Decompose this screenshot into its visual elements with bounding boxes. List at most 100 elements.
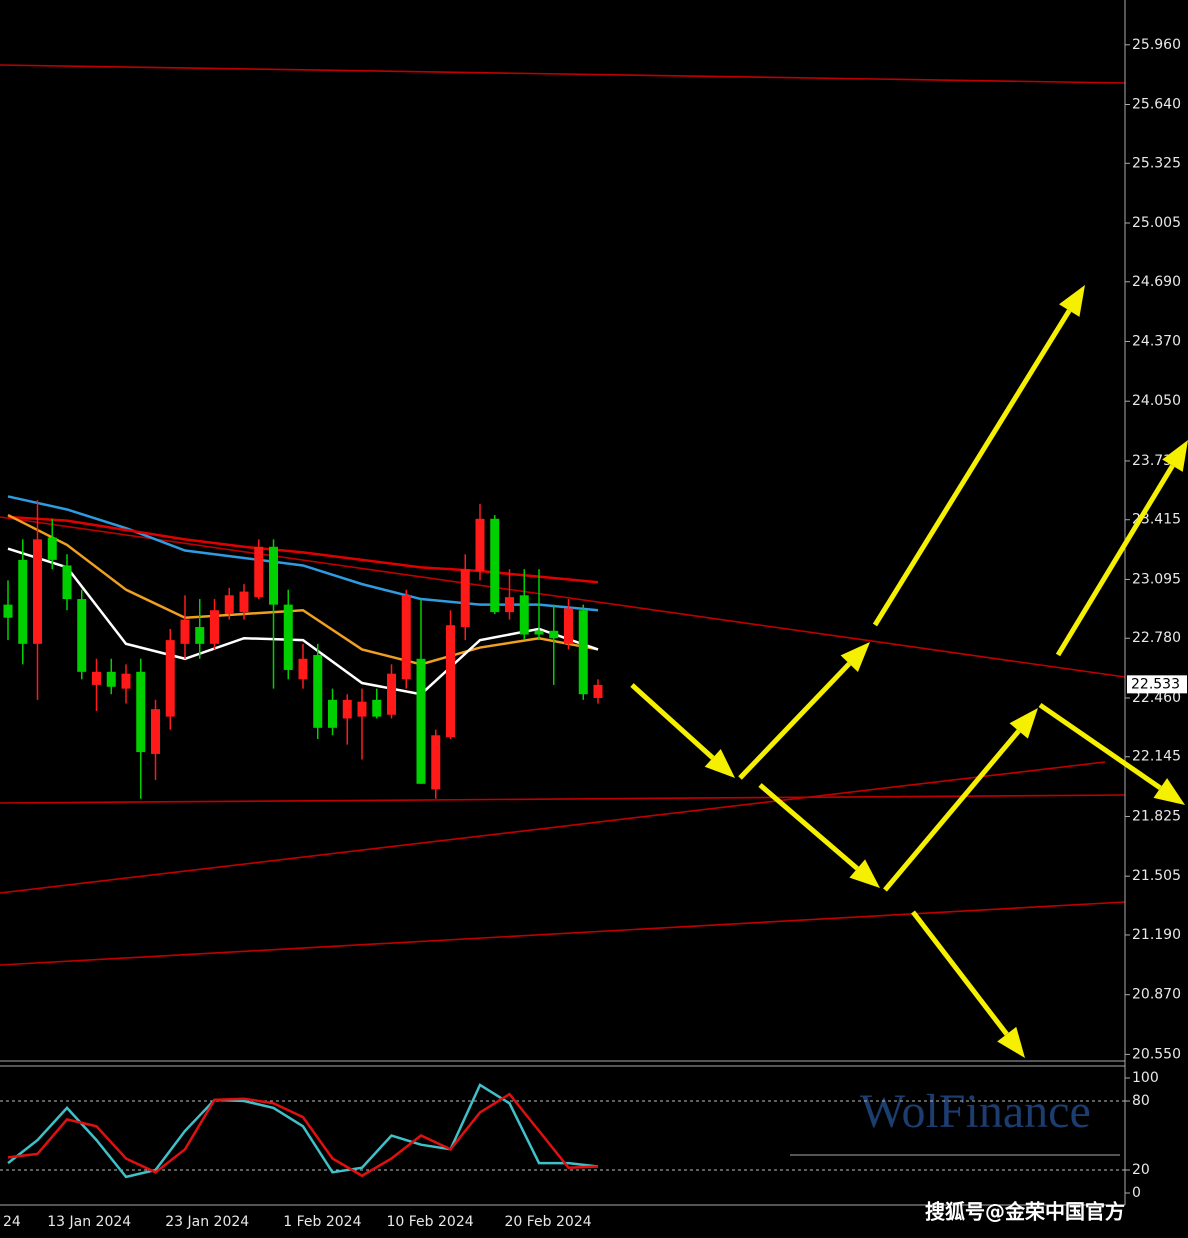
candle-body — [564, 608, 573, 644]
y-tick-label: 22.780 — [1132, 630, 1181, 646]
candle-body — [505, 597, 514, 613]
candle-body — [416, 658, 426, 784]
candle-body — [224, 595, 234, 614]
moving-average — [7, 515, 599, 584]
candle-body — [490, 518, 500, 613]
trendline — [0, 761, 1106, 894]
y-tick-label: 24.690 — [1132, 274, 1181, 290]
oscillator-line — [7, 1092, 599, 1178]
moving-average — [7, 547, 599, 696]
arrow-head — [704, 748, 735, 778]
candle-body — [460, 569, 470, 628]
candle-body — [151, 709, 160, 754]
arrow-shaft — [911, 910, 1009, 1036]
candle-body — [534, 630, 544, 635]
candle-body — [578, 610, 588, 695]
x-tick-label: 10 Feb 2024 — [387, 1214, 474, 1230]
arrow-shaft — [872, 309, 1072, 627]
trendline — [0, 794, 1126, 804]
x-tick-label: 1 Feb 2024 — [283, 1214, 361, 1230]
arrow-head — [1162, 440, 1188, 472]
candle-body — [342, 699, 352, 719]
y-tick-label: 80 — [1132, 1093, 1150, 1109]
candle-body — [313, 655, 323, 728]
candle-body — [210, 610, 219, 644]
y-tick-label: 21.505 — [1132, 868, 1181, 884]
y-tick-label: 20.550 — [1132, 1046, 1181, 1062]
trendline — [0, 901, 1126, 966]
candle-body — [401, 595, 411, 680]
candle-body — [475, 518, 485, 572]
candle-body — [195, 627, 205, 644]
y-tick-label: 22.460 — [1132, 690, 1181, 706]
candle-body — [136, 671, 146, 753]
candle-body — [77, 599, 87, 672]
x-tick-label: 13 Jan 2024 — [47, 1214, 131, 1230]
candle-body — [62, 565, 72, 600]
arrow-head — [849, 859, 880, 888]
arrow-shaft — [738, 661, 852, 780]
candle-body — [357, 701, 367, 717]
y-tick-label: 100 — [1132, 1070, 1159, 1086]
x-tick-label: 23 Jan 2024 — [165, 1214, 249, 1230]
price-box — [1127, 675, 1187, 694]
arrow-shaft — [630, 683, 715, 760]
y-tick-label: 21.825 — [1132, 808, 1181, 824]
candle-body — [298, 658, 308, 680]
candle-body — [18, 559, 28, 644]
source-label: 搜狐号@金荣中国官方 — [925, 1200, 1125, 1224]
candle-body — [165, 640, 175, 717]
candle-body — [519, 595, 529, 635]
arrow-shaft — [1038, 702, 1162, 791]
trendline — [0, 516, 1126, 678]
current-price: 22.533 — [1131, 676, 1180, 692]
y-tick-label: 23.095 — [1132, 571, 1181, 587]
arrow-head — [840, 642, 870, 672]
candle-body — [239, 591, 249, 613]
y-tick-label: 22.145 — [1132, 749, 1181, 765]
candle-body — [254, 546, 264, 598]
candle-body — [593, 684, 603, 698]
arrow-head — [997, 1026, 1025, 1058]
candle-body — [549, 630, 559, 639]
arrow-head — [1009, 708, 1038, 739]
candle-body — [387, 673, 396, 715]
candle-body — [92, 671, 101, 685]
moving-average — [7, 513, 599, 666]
oscillator-line — [7, 1083, 599, 1179]
y-tick-label: 25.005 — [1132, 215, 1181, 231]
moving-average — [7, 495, 599, 612]
arrow-shaft — [883, 729, 1021, 892]
y-tick-label: 21.190 — [1132, 927, 1181, 943]
y-tick-label: 25.325 — [1132, 155, 1181, 171]
y-tick-label: 20.870 — [1132, 987, 1181, 1003]
y-tick-label: 24.370 — [1132, 334, 1181, 350]
x-tick-label: 24 — [3, 1214, 21, 1230]
candle-body — [431, 735, 441, 790]
arrow-shaft — [758, 783, 859, 871]
y-tick-label: 24.050 — [1132, 393, 1181, 409]
drawings — [0, 64, 1126, 966]
watermark: WolFinance — [860, 1085, 1091, 1138]
arrow-shaft — [1055, 464, 1175, 657]
trendline — [0, 64, 1126, 84]
candle-body — [446, 625, 455, 738]
candle-body — [269, 546, 278, 605]
y-tick-label: 25.960 — [1132, 37, 1181, 53]
candle-body — [3, 604, 13, 618]
candle-body — [121, 673, 131, 689]
arrow-head — [1059, 285, 1085, 317]
y-tick-label: 20 — [1132, 1162, 1150, 1178]
candle-body — [283, 604, 293, 670]
candle-body — [372, 699, 382, 717]
candle-body — [106, 671, 116, 687]
candle-body — [33, 539, 42, 644]
candle-body — [328, 699, 337, 728]
candle-body — [47, 537, 57, 560]
y-tick-label: 25.640 — [1132, 97, 1181, 113]
y-tick-label: 0 — [1132, 1185, 1141, 1201]
x-tick-label: 20 Feb 2024 — [505, 1214, 592, 1230]
candle-body — [180, 619, 190, 644]
